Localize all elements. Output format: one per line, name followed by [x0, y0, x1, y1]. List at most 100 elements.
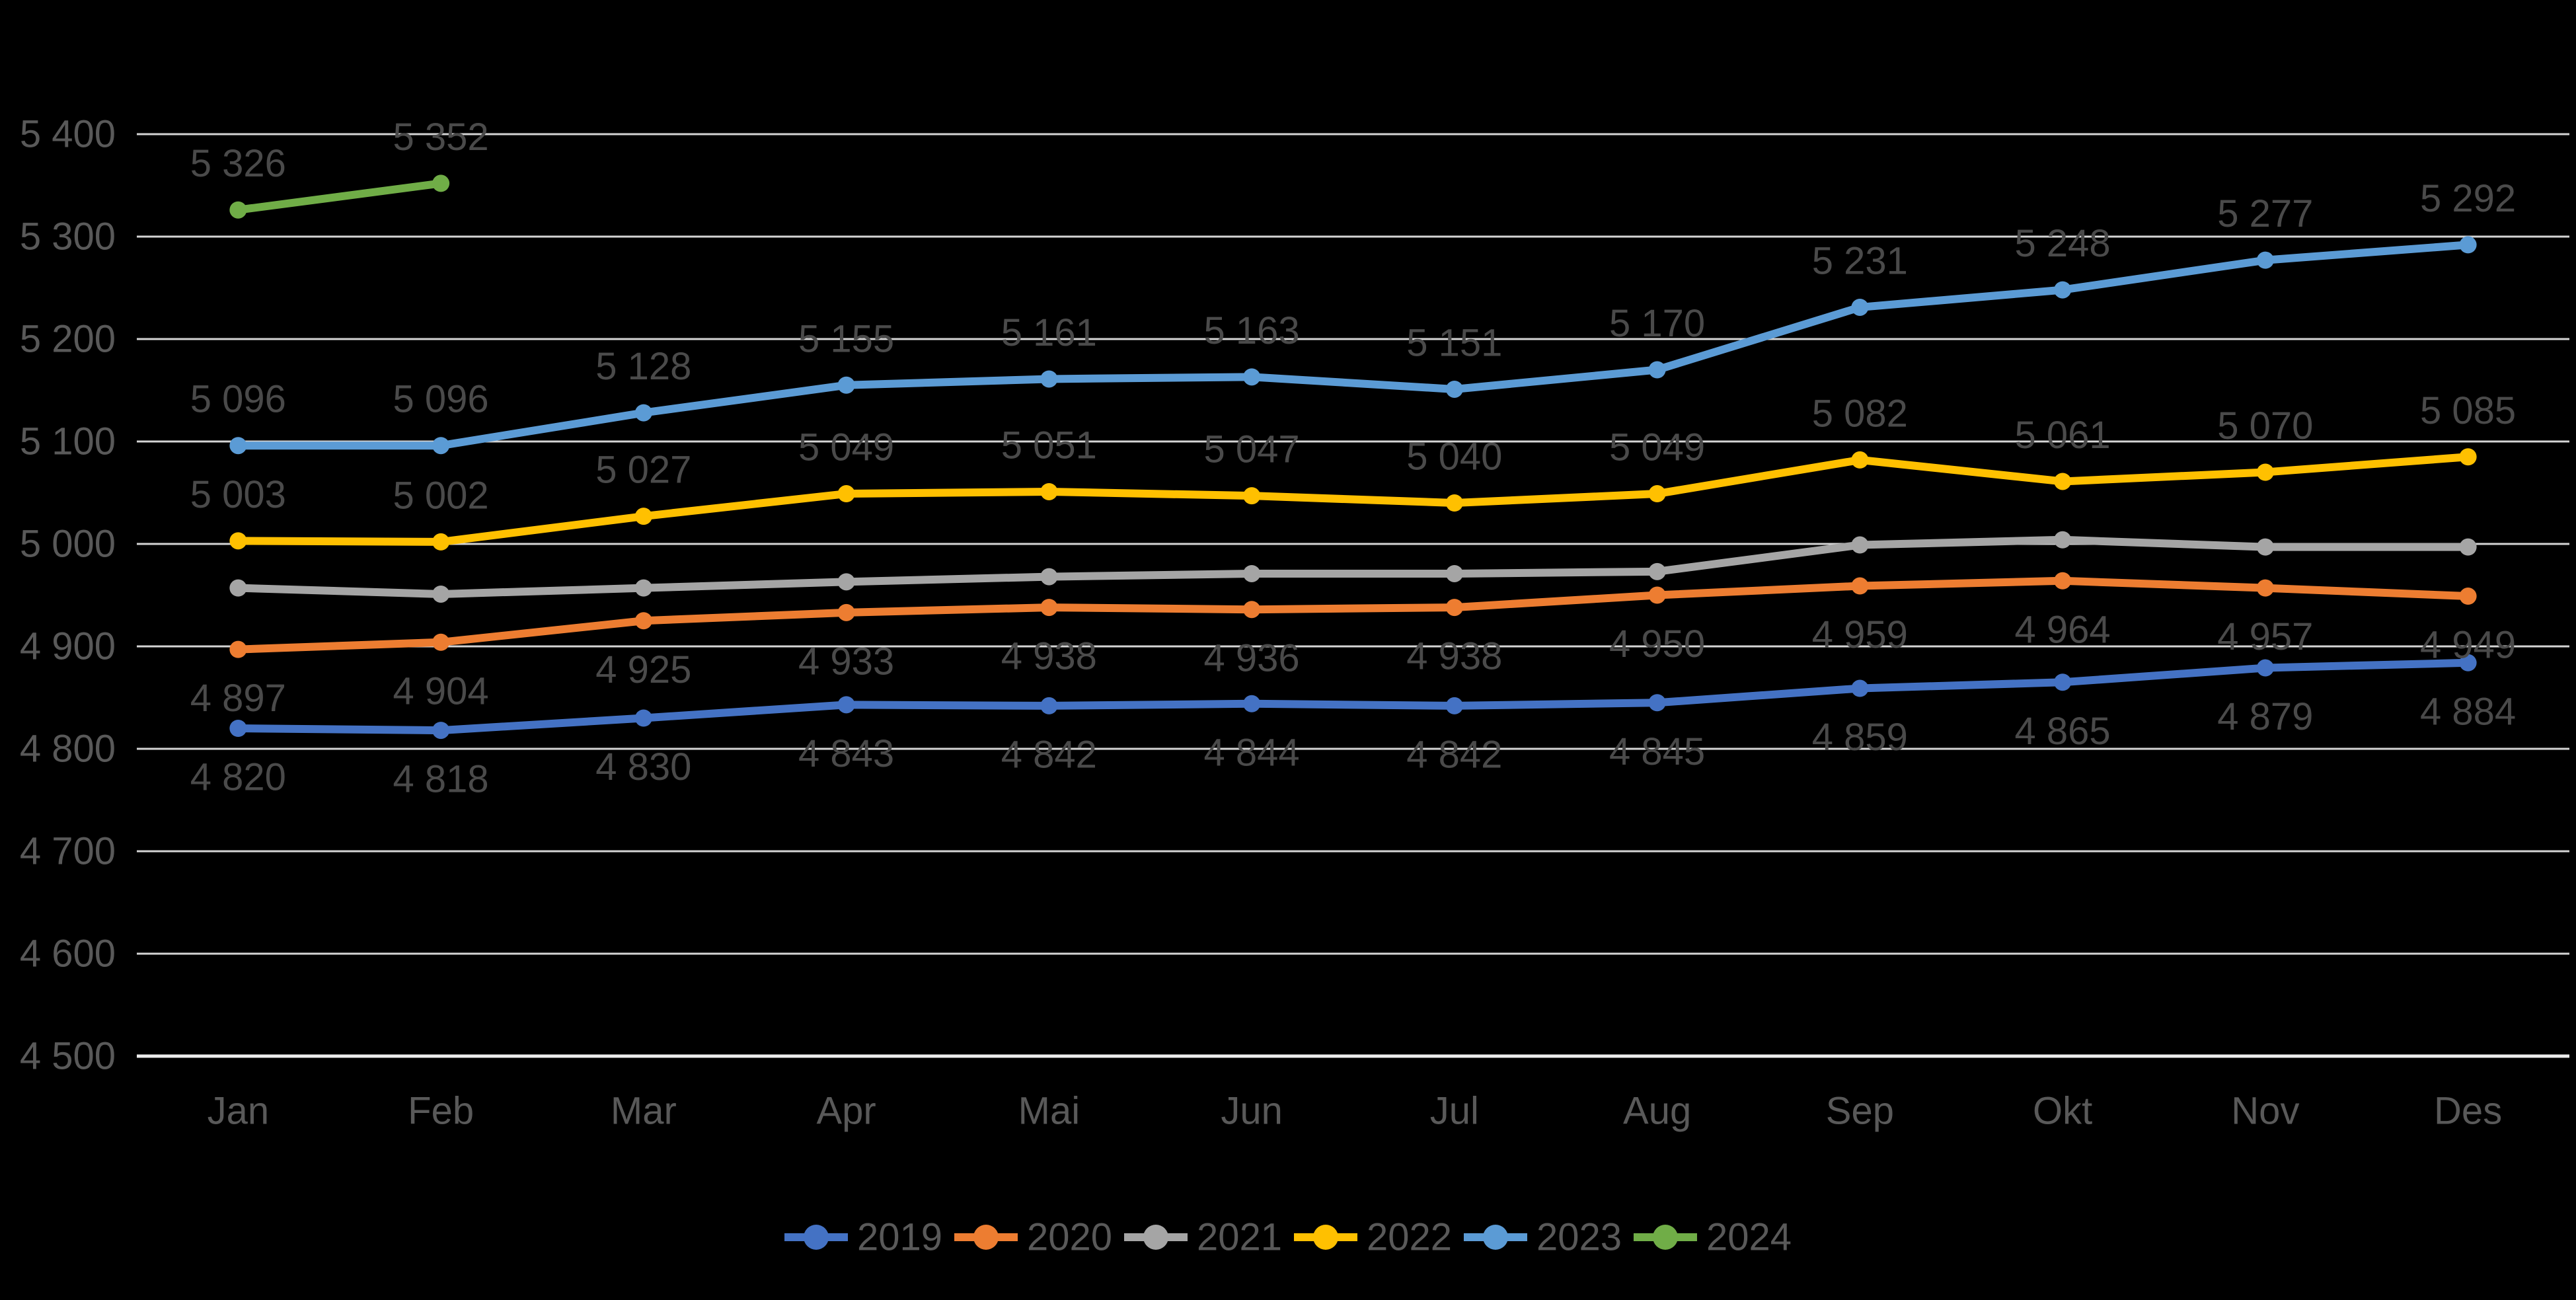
- y-axis-tick-label: 5 300: [20, 215, 116, 258]
- data-point-2019-sep: [1851, 679, 1869, 697]
- data-label-2022-des: 5 085: [2420, 389, 2516, 432]
- data-label-2023-jul: 5 151: [1406, 321, 1502, 364]
- series-2023: 5 096 5 096 5 128 5 155 5 161 5 163 5 151 5 170…: [190, 177, 2516, 455]
- data-label-2023-jun: 5 163: [1204, 309, 1300, 352]
- data-point-2023-mar: [634, 404, 652, 422]
- data-point-2019-feb: [432, 722, 450, 740]
- data-point-2022-des: [2459, 448, 2477, 466]
- data-point-2021-jan: [229, 579, 247, 597]
- data-point-2020-mar: [634, 612, 652, 630]
- y-axis-tick-labels: 4 500 4 600 4 700 4 800 4 900 5 000 5 100 5 200…: [20, 113, 116, 1078]
- data-point-2022-jul: [1445, 494, 1463, 512]
- data-point-2019-mai: [1040, 697, 1058, 714]
- data-point-2024-feb: [432, 174, 450, 192]
- x-axis-label-jul: Jul: [1430, 1090, 1479, 1133]
- data-label-2022-jan: 5 003: [190, 473, 286, 516]
- x-axis-label-sep: Sep: [1826, 1090, 1894, 1133]
- data-label-2024-feb: 5 352: [393, 116, 489, 159]
- data-label-2020-mar: 4 925: [595, 648, 691, 691]
- data-point-2020-nov: [2256, 579, 2274, 597]
- data-point-2022-mai: [1040, 482, 1058, 500]
- series-line-2019: [234, 658, 2472, 735]
- data-point-2019-jun: [1243, 695, 1261, 712]
- data-point-2023-jan: [229, 437, 247, 455]
- legend-marker-2021: [1143, 1225, 1169, 1250]
- data-label-2022-nov: 5 070: [2217, 404, 2313, 447]
- data-label-2020-sep: 4 959: [1812, 613, 1908, 656]
- x-axis-label-feb: Feb: [408, 1090, 474, 1133]
- data-point-2020-feb: [432, 633, 450, 651]
- legend-item-2020: 2020: [954, 1216, 1112, 1259]
- data-point-2023-jun: [1243, 368, 1261, 386]
- data-point-2023-nov: [2256, 251, 2274, 269]
- data-label-2020-aug: 4 950: [1609, 623, 1705, 666]
- data-point-2022-aug: [1648, 485, 1666, 503]
- data-point-2021-des: [2459, 538, 2477, 556]
- data-label-2019-apr: 4 843: [798, 732, 894, 775]
- legend-label-2019: 2019: [857, 1216, 942, 1259]
- data-point-2020-apr: [837, 603, 855, 621]
- data-point-2020-jun: [1243, 601, 1261, 619]
- data-label-2019-sep: 4 859: [1812, 716, 1908, 759]
- data-label-2019-feb: 4 818: [393, 758, 489, 801]
- data-label-2022-sep: 5 082: [1812, 392, 1908, 435]
- series-2021: [229, 531, 2477, 603]
- data-point-2023-jul: [1445, 380, 1463, 398]
- data-label-2022-aug: 5 049: [1609, 426, 1705, 469]
- data-label-2019-jul: 4 842: [1406, 733, 1502, 776]
- data-point-2020-okt: [2054, 572, 2072, 590]
- data-point-2024-jan: [229, 201, 247, 219]
- x-axis-labels: Jan Feb Mar Apr Mai Jun Jul Aug Sep Okt Nov Des: [208, 1090, 2503, 1133]
- series-line-2020: [234, 576, 2472, 654]
- data-label-2023-okt: 5 248: [2015, 222, 2111, 265]
- legend-item-2023: 2023: [1463, 1216, 1622, 1259]
- data-point-2021-apr: [837, 573, 855, 591]
- legend-item-2019: 2019: [784, 1216, 942, 1259]
- legend-label-2021: 2021: [1197, 1216, 1282, 1259]
- data-label-2019-aug: 4 845: [1609, 730, 1705, 773]
- data-label-2019-mar: 4 830: [595, 746, 691, 788]
- data-point-2023-mai: [1040, 370, 1058, 388]
- data-label-2023-apr: 5 155: [798, 317, 894, 360]
- data-label-2020-jun: 4 936: [1204, 637, 1300, 680]
- data-label-2023-jan: 5 096: [190, 378, 286, 421]
- series-line-2022: [234, 453, 2472, 546]
- legend-label-2024: 2024: [1706, 1216, 1792, 1259]
- data-point-2021-sep: [1851, 536, 1869, 554]
- data-point-2019-nov: [2256, 659, 2274, 677]
- data-label-2020-des: 4 949: [2420, 624, 2516, 667]
- data-label-2023-sep: 5 231: [1812, 239, 1908, 282]
- data-label-2024-jan: 5 326: [190, 142, 286, 185]
- series-2024: 5 326 5 352: [190, 116, 489, 219]
- data-label-2019-mai: 4 842: [1001, 733, 1097, 776]
- x-axis-label-jan: Jan: [208, 1090, 270, 1133]
- data-point-2022-jun: [1243, 487, 1261, 505]
- y-axis-tick-label: 4 600: [20, 933, 116, 975]
- data-label-2023-mai: 5 161: [1001, 311, 1097, 354]
- data-point-2021-mar: [634, 579, 652, 597]
- legend-marker-2022: [1313, 1225, 1338, 1250]
- data-point-2022-feb: [432, 533, 450, 551]
- legend-marker-2019: [804, 1225, 829, 1250]
- x-axis-label-aug: Aug: [1623, 1090, 1691, 1133]
- data-point-2022-mar: [634, 508, 652, 525]
- y-axis-tick-label: 4 700: [20, 830, 116, 873]
- data-label-2022-mai: 5 051: [1001, 424, 1097, 467]
- data-point-2019-des: [2459, 654, 2477, 671]
- series-line-2021: [234, 535, 2472, 598]
- data-point-2020-jul: [1445, 599, 1463, 617]
- series-line-2024: [234, 179, 445, 214]
- data-point-2023-aug: [1648, 361, 1666, 379]
- y-axis-tick-label: 4 500: [20, 1035, 116, 1078]
- x-axis-label-jun: Jun: [1221, 1090, 1283, 1133]
- data-label-2022-feb: 5 002: [393, 474, 489, 517]
- data-label-2020-nov: 4 957: [2217, 615, 2313, 658]
- legend: 2019 2020 2021 2022 2023 2024: [784, 1216, 1792, 1259]
- x-axis-label-mar: Mar: [611, 1090, 677, 1133]
- data-label-2019-jun: 4 844: [1204, 731, 1300, 774]
- data-point-2022-okt: [2054, 473, 2072, 490]
- data-label-2020-jul: 4 938: [1406, 635, 1502, 678]
- data-label-2019-jan: 4 820: [190, 756, 286, 799]
- data-point-2021-jun: [1243, 564, 1261, 582]
